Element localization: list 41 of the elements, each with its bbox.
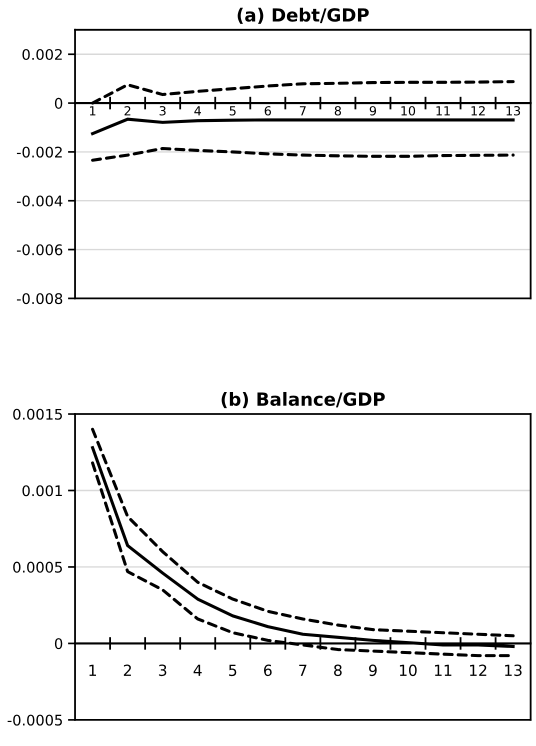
chart-title: (a) Debt/GDP <box>238 8 369 24</box>
x-tick-label: 7 <box>299 664 306 676</box>
x-tick-label: 7 <box>300 106 306 116</box>
x-tick-label: 1 <box>89 664 96 676</box>
x-tick-label: 10 <box>400 664 417 676</box>
x-tick-label: 8 <box>334 106 342 116</box>
x-tick-label: 9 <box>369 664 377 676</box>
y-tick-label: -0.004 <box>16 195 62 206</box>
y-tick-label: 0.002 <box>22 48 62 60</box>
y-tick-label: -0.008 <box>16 293 62 304</box>
x-tick-label: 12 <box>470 664 486 676</box>
x-tick-label: 11 <box>436 106 450 116</box>
y-tick-label: 0.0005 <box>13 562 62 573</box>
x-tick-label: 6 <box>264 106 271 116</box>
x-tick-label: 12 <box>471 106 485 116</box>
y-tick-label: 0 <box>54 638 62 650</box>
x-tick-label: 5 <box>229 664 236 676</box>
x-tick-label: 2 <box>124 106 130 116</box>
chart-title: (b) Balance/GDP <box>222 392 385 408</box>
x-tick-label: 8 <box>334 664 342 676</box>
x-tick-label: 6 <box>264 664 272 676</box>
y-tick-label: -0.0005 <box>8 714 62 726</box>
x-tick-label: 5 <box>230 106 236 116</box>
x-tick-label: 4 <box>194 664 202 676</box>
y-tick-label: -0.006 <box>16 244 62 256</box>
y-tick-label: 0 <box>54 98 62 109</box>
x-tick-label: 3 <box>160 106 166 116</box>
y-tick-label: 0.0015 <box>13 408 62 420</box>
line-series <box>91 146 515 162</box>
x-tick-label: 1 <box>90 106 96 116</box>
line-series <box>91 118 515 136</box>
y-tick-label: -0.002 <box>16 146 62 158</box>
x-tick-label: 10 <box>401 106 416 116</box>
x-tick-label: 11 <box>434 664 452 676</box>
y-tick-label: 0.001 <box>22 485 62 496</box>
x-tick-label: 13 <box>505 664 522 676</box>
x-tick-label: 2 <box>124 664 131 676</box>
x-tick-label: 9 <box>370 106 376 116</box>
x-tick-label: 4 <box>194 106 201 116</box>
x-tick-label: 13 <box>506 106 520 116</box>
x-tick-label: 3 <box>158 664 166 676</box>
